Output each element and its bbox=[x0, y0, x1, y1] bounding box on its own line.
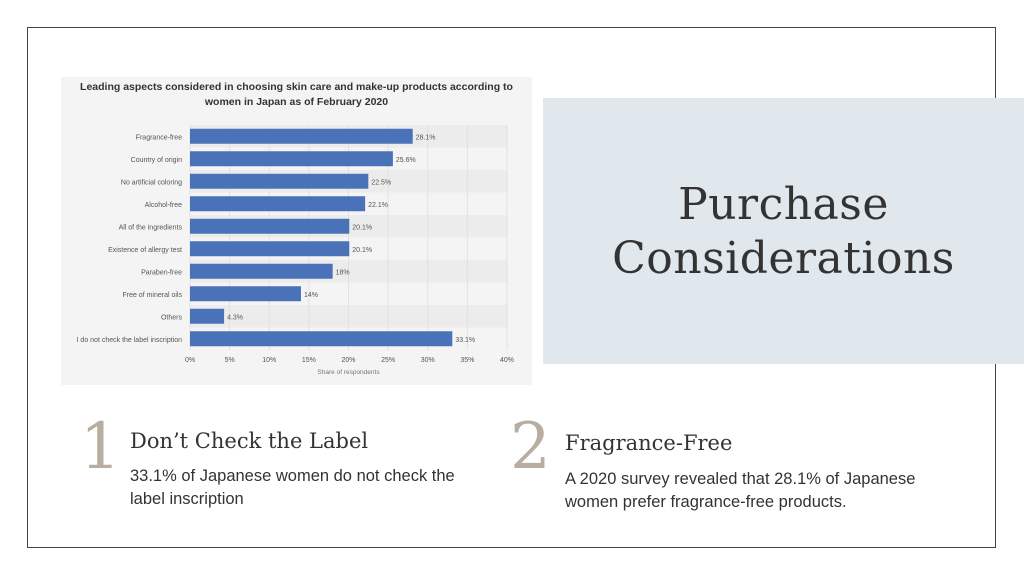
tick-label: 0% bbox=[185, 357, 195, 364]
bar bbox=[190, 241, 350, 257]
point-text: 33.1% of Japanese women do not check the… bbox=[130, 465, 455, 511]
category-label: I do not check the label inscription bbox=[77, 337, 183, 344]
data-label: 18% bbox=[336, 269, 350, 276]
data-label: 14% bbox=[304, 292, 318, 299]
bar bbox=[190, 331, 453, 347]
bar bbox=[190, 196, 366, 212]
point-2: 2 Fragrance-Free A 2020 survey revealed … bbox=[510, 415, 960, 515]
bar bbox=[190, 308, 225, 324]
chart-panel: Leading aspects considered in choosing s… bbox=[61, 77, 532, 385]
chart-title: Leading aspects considered in choosing s… bbox=[80, 81, 513, 108]
point-1: 1 Don’t Check the Label 33.1% of Japanes… bbox=[80, 415, 500, 515]
point-number: 1 bbox=[80, 410, 121, 484]
point-text-line2: women prefer fragrance-free products. bbox=[565, 493, 847, 511]
point-text-line2: label inscription bbox=[130, 490, 244, 508]
point-text-line1: 33.1% of Japanese women do not check the bbox=[130, 467, 455, 485]
bar bbox=[190, 218, 350, 234]
data-label: 28.1% bbox=[416, 134, 436, 141]
data-label: 20.1% bbox=[352, 247, 372, 254]
tick-label: 15% bbox=[302, 357, 316, 364]
category-label: Fragrance-free bbox=[136, 134, 182, 141]
data-label: 25.6% bbox=[396, 157, 416, 164]
point-text-line1: A 2020 survey revealed that 28.1% of Jap… bbox=[565, 470, 916, 488]
tick-label: 40% bbox=[500, 357, 514, 364]
tick-label: 35% bbox=[460, 357, 474, 364]
tick-label: 5% bbox=[225, 357, 235, 364]
category-label: Alcohol-free bbox=[145, 202, 182, 209]
category-label: Paraben-free bbox=[141, 269, 182, 276]
tick-label: 20% bbox=[341, 357, 355, 364]
category-label: All of the ingredients bbox=[119, 224, 183, 231]
data-label: 4.3% bbox=[227, 314, 243, 321]
data-label: 22.5% bbox=[371, 179, 391, 186]
point-text: A 2020 survey revealed that 28.1% of Jap… bbox=[565, 468, 915, 514]
tick-label: 30% bbox=[421, 357, 435, 364]
side-panel: Purchase Considerations bbox=[543, 98, 1024, 364]
data-label: 33.1% bbox=[455, 337, 475, 344]
category-label: No artificial coloring bbox=[121, 179, 182, 186]
category-label: Free of mineral oils bbox=[122, 292, 182, 299]
point-number: 2 bbox=[510, 410, 551, 484]
slide-heading-line2: Considerations bbox=[612, 233, 955, 284]
data-label: 22.1% bbox=[368, 202, 388, 209]
slide-heading-line1: Purchase bbox=[678, 179, 889, 230]
tick-label: 25% bbox=[381, 357, 395, 364]
category-label: Others bbox=[161, 314, 183, 321]
bar bbox=[190, 128, 413, 144]
category-label: Country of origin bbox=[131, 157, 182, 164]
bar-chart: Fragrance-free 28.1% Country of origin 25.6… bbox=[77, 125, 514, 376]
slide-heading: Purchase Considerations bbox=[543, 178, 1024, 286]
bar bbox=[190, 173, 369, 189]
x-axis-label: Share of respondents bbox=[317, 369, 380, 376]
bar bbox=[190, 263, 333, 279]
bar bbox=[190, 286, 301, 302]
data-label: 20.1% bbox=[352, 224, 372, 231]
category-label: Existence of allergy test bbox=[108, 247, 182, 254]
bar bbox=[190, 151, 393, 167]
tick-label: 10% bbox=[262, 357, 276, 364]
point-title: Don’t Check the Label bbox=[130, 429, 369, 453]
point-title: Fragrance-Free bbox=[565, 431, 733, 455]
